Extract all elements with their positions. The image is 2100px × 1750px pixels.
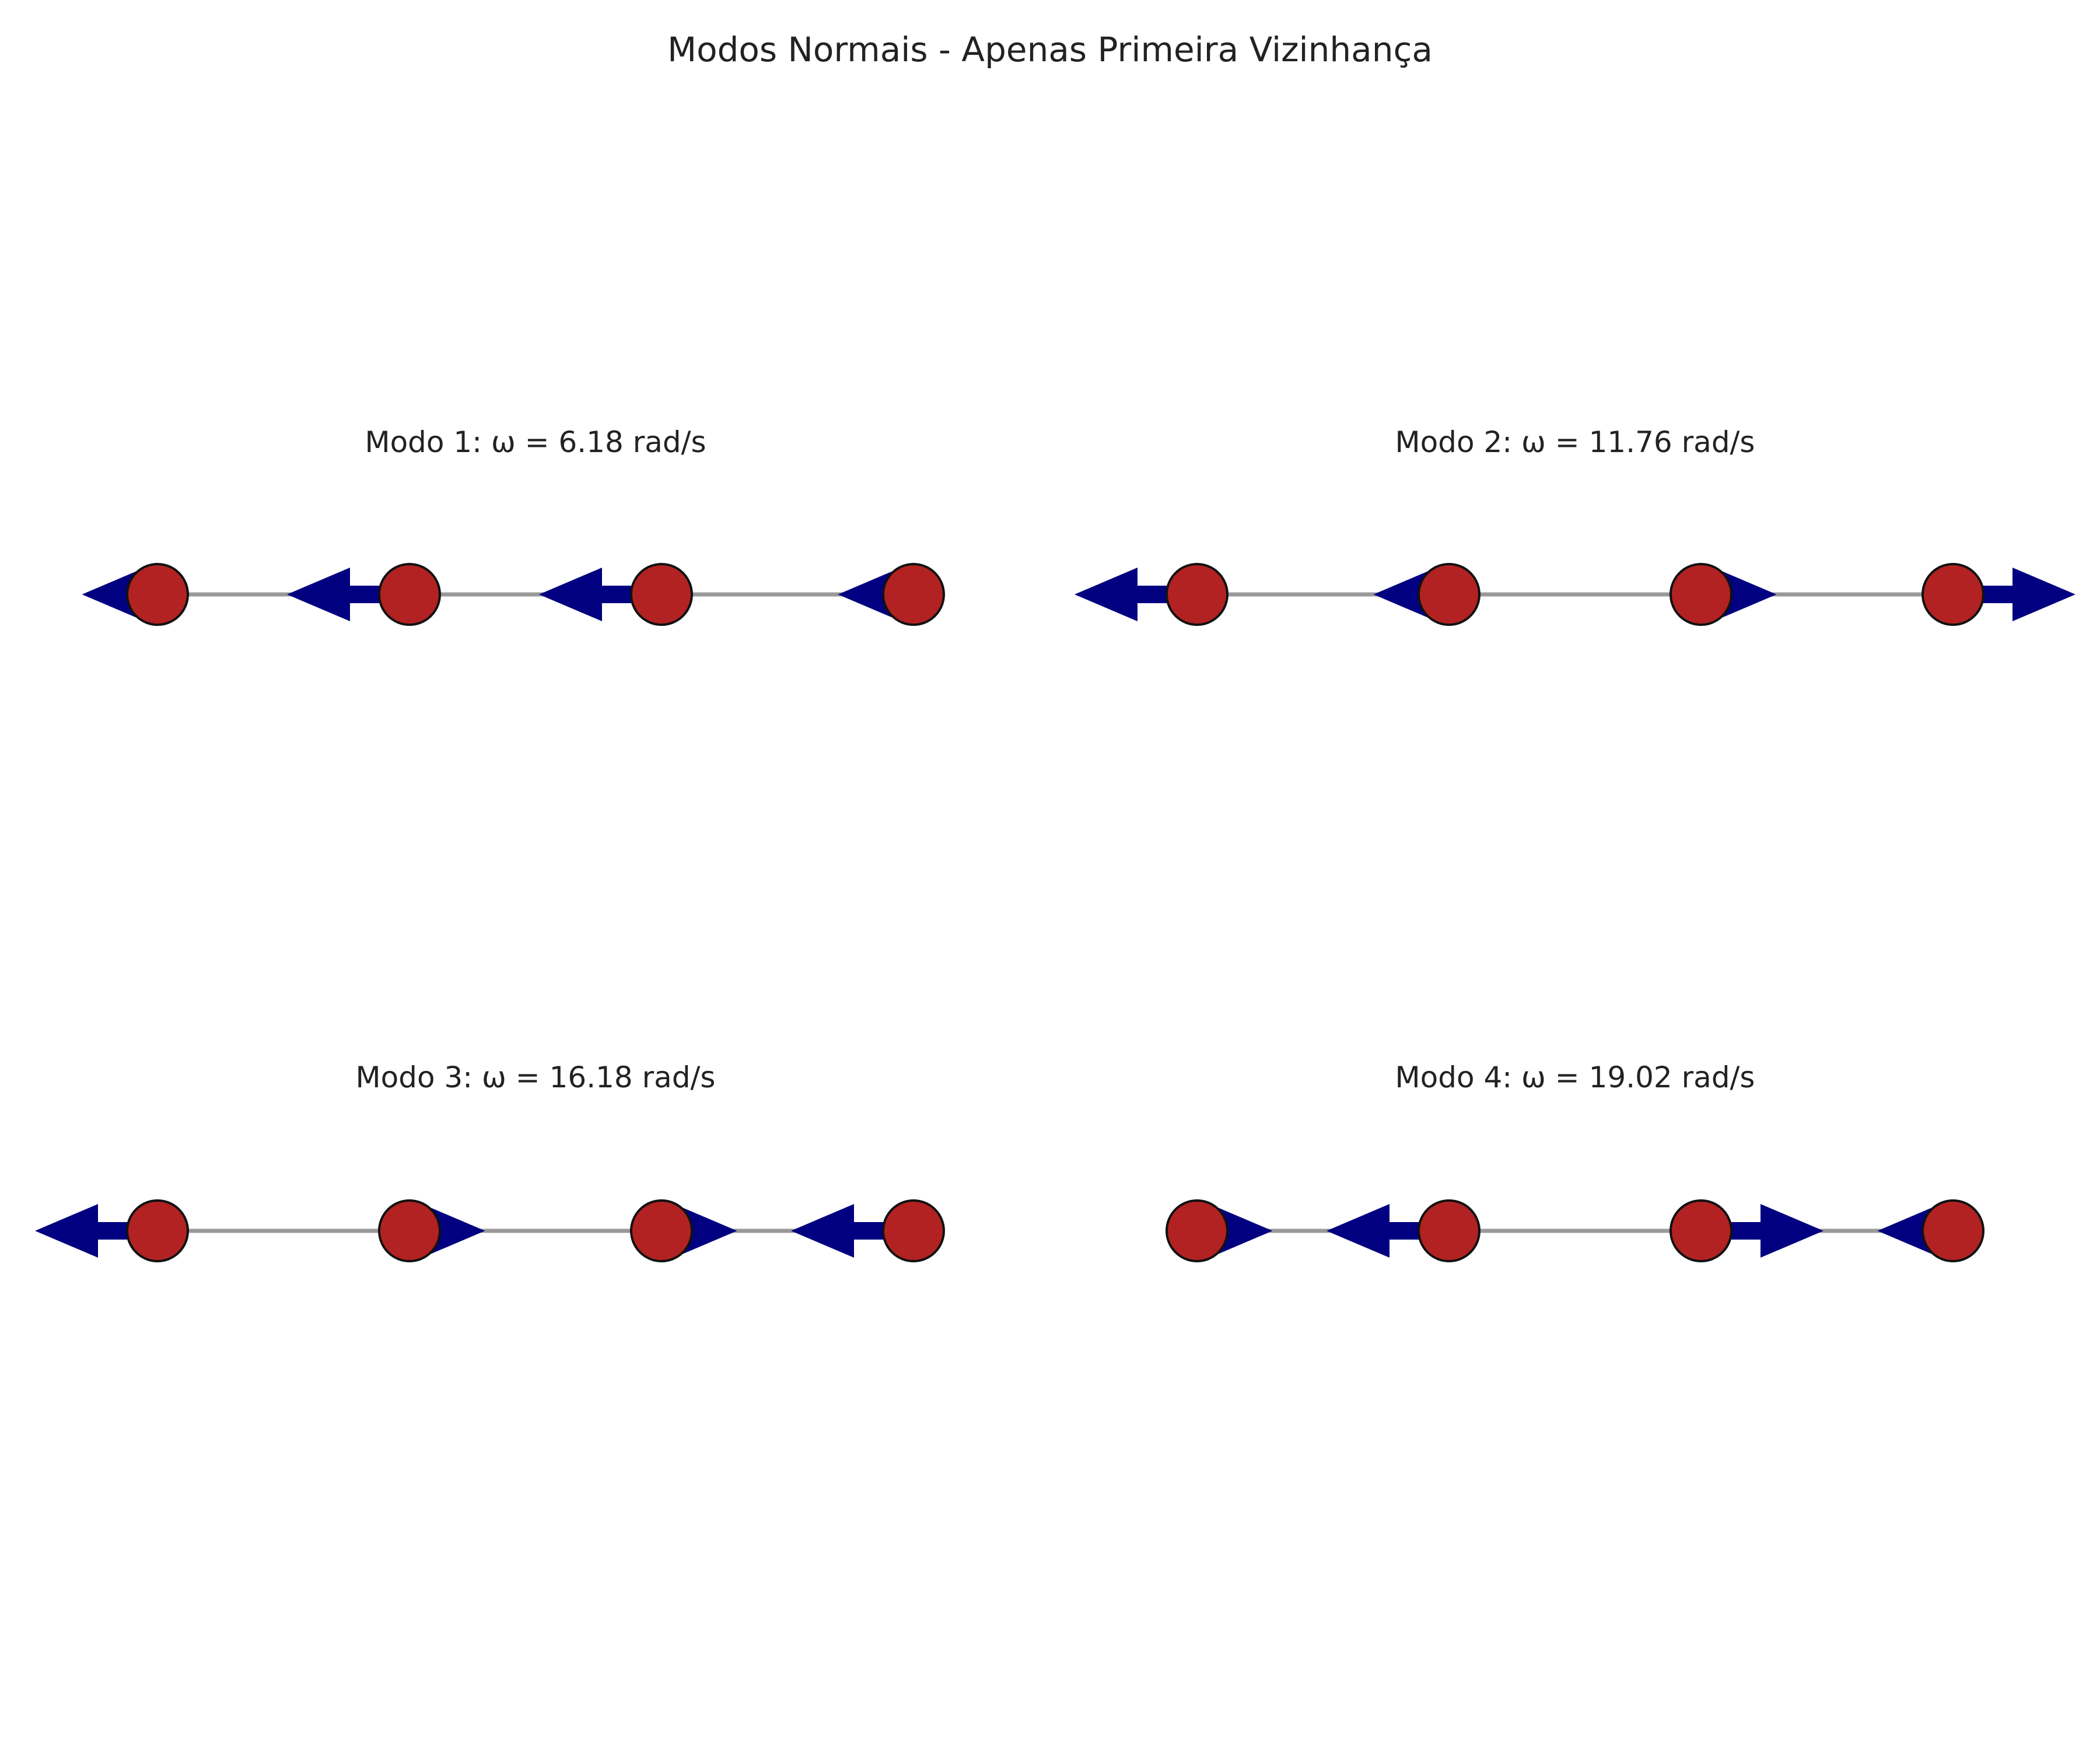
- mode-panel-3: Modo 3: ω = 16.18 rad/s: [35, 1060, 945, 1262]
- mode-panel-2: Modo 2: ω = 11.76 rad/s: [1074, 425, 2076, 626]
- mass-circle: [630, 1199, 693, 1262]
- mode-4-title: Modo 4: ω = 19.02 rad/s: [1395, 1060, 1755, 1094]
- mass-circle: [126, 1199, 189, 1262]
- mass-circle: [1670, 1199, 1732, 1262]
- mass-circle: [1166, 563, 1228, 626]
- mode-4-chain: [1166, 1199, 1985, 1262]
- mass-circle: [1922, 563, 1985, 626]
- mass-circle: [1166, 1199, 1228, 1262]
- mass-circle: [1670, 563, 1732, 626]
- mass-circle: [378, 1199, 441, 1262]
- mode-2-title: Modo 2: ω = 11.76 rad/s: [1395, 425, 1755, 459]
- mode-panel-1: Modo 1: ω = 6.18 rad/s: [82, 425, 945, 626]
- mass-circle: [1922, 1199, 1985, 1262]
- mass-circle: [378, 563, 441, 626]
- mode-1-title: Modo 1: ω = 6.18 rad/s: [365, 425, 706, 459]
- mass-circle: [1418, 563, 1480, 626]
- mode-2-chain: [1074, 563, 2076, 626]
- mass-circle: [882, 1199, 945, 1262]
- mode-1-chain: [82, 563, 945, 626]
- mass-circle: [882, 563, 945, 626]
- figure-title: Modos Normais - Apenas Primeira Vizinhan…: [667, 30, 1433, 69]
- mass-circle: [630, 563, 693, 626]
- mass-circle: [126, 563, 189, 626]
- mode-3-title: Modo 3: ω = 16.18 rad/s: [356, 1060, 716, 1094]
- mass-circle: [1418, 1199, 1480, 1262]
- mode-3-chain: [35, 1199, 945, 1262]
- mode-panel-4: Modo 4: ω = 19.02 rad/s: [1166, 1060, 1985, 1262]
